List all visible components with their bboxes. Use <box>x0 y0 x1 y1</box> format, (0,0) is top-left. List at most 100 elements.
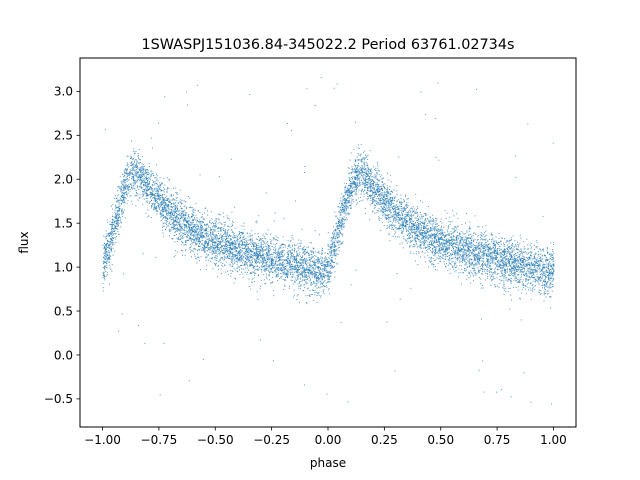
data-point <box>468 228 470 230</box>
data-point <box>315 273 317 275</box>
data-point <box>323 289 325 291</box>
data-point <box>406 213 408 215</box>
data-point <box>402 221 404 223</box>
data-point <box>105 267 107 268</box>
data-point <box>231 259 233 261</box>
data-point <box>329 244 331 246</box>
data-point <box>160 184 162 185</box>
data-point <box>313 261 315 263</box>
data-point <box>536 268 538 270</box>
data-point <box>293 259 295 261</box>
data-point <box>533 257 535 259</box>
data-point <box>487 261 489 263</box>
data-point <box>179 233 181 235</box>
data-point <box>142 190 144 192</box>
data-point <box>279 277 281 279</box>
data-point <box>210 239 212 241</box>
data-point <box>295 258 296 260</box>
data-point <box>190 244 192 246</box>
data-point <box>442 254 444 256</box>
data-point <box>328 287 330 289</box>
data-point <box>405 212 407 213</box>
data-point <box>108 261 110 263</box>
data-point <box>438 244 439 246</box>
data-point <box>181 254 183 256</box>
data-point <box>109 255 111 257</box>
data-point <box>469 266 471 268</box>
data-point <box>173 220 175 222</box>
data-point <box>142 253 144 255</box>
data-point <box>222 245 224 247</box>
data-point <box>108 251 110 253</box>
data-point <box>311 289 313 291</box>
data-point <box>455 261 457 263</box>
data-point <box>387 190 389 192</box>
data-point <box>205 230 207 232</box>
data-point <box>163 189 165 190</box>
data-point <box>421 225 423 227</box>
data-point <box>423 235 425 237</box>
data-point <box>383 199 385 201</box>
data-point <box>313 276 315 278</box>
data-point <box>355 176 357 178</box>
data-point <box>122 184 124 185</box>
data-point <box>436 230 438 232</box>
data-point <box>526 273 528 275</box>
data-point <box>274 250 276 252</box>
data-point <box>127 200 129 202</box>
data-point <box>541 257 543 259</box>
data-point <box>415 228 417 230</box>
data-point <box>112 243 114 245</box>
data-point <box>265 263 267 265</box>
data-point <box>393 209 395 211</box>
data-point <box>489 270 491 272</box>
data-point <box>140 177 142 179</box>
data-point <box>181 208 183 210</box>
data-point <box>423 222 425 224</box>
data-point <box>261 271 263 273</box>
data-point <box>147 190 149 192</box>
data-point <box>373 204 375 206</box>
data-point <box>349 192 351 194</box>
data-point <box>493 272 495 274</box>
data-point <box>502 261 503 263</box>
data-point <box>370 187 372 189</box>
data-point <box>462 239 464 241</box>
data-point <box>378 183 380 185</box>
data-point <box>373 182 374 184</box>
data-point <box>458 244 460 246</box>
data-point <box>526 260 528 262</box>
data-point <box>492 246 494 248</box>
data-point <box>452 257 454 259</box>
data-point <box>298 246 300 248</box>
data-point <box>478 252 479 254</box>
data-point <box>438 246 440 248</box>
data-point <box>326 266 328 267</box>
data-point <box>321 277 323 279</box>
data-point <box>163 199 165 200</box>
data-point <box>281 269 283 271</box>
data-point <box>334 236 336 238</box>
data-point <box>217 244 219 246</box>
data-point <box>302 269 304 271</box>
data-point <box>217 243 218 245</box>
data-point <box>140 179 141 180</box>
data-point <box>265 243 267 245</box>
data-point <box>286 274 288 276</box>
data-point <box>118 199 120 201</box>
data-point <box>165 222 167 224</box>
data-point <box>505 250 507 252</box>
data-point <box>117 220 119 222</box>
data-point <box>334 233 336 235</box>
data-point <box>321 257 323 259</box>
data-point <box>167 225 169 227</box>
data-point <box>165 207 167 209</box>
data-point <box>485 242 487 244</box>
data-point <box>380 229 382 231</box>
data-point <box>325 265 326 267</box>
data-point <box>209 257 211 259</box>
data-point <box>157 190 158 192</box>
data-point <box>166 192 168 194</box>
data-point <box>139 197 140 199</box>
data-point <box>407 213 409 215</box>
